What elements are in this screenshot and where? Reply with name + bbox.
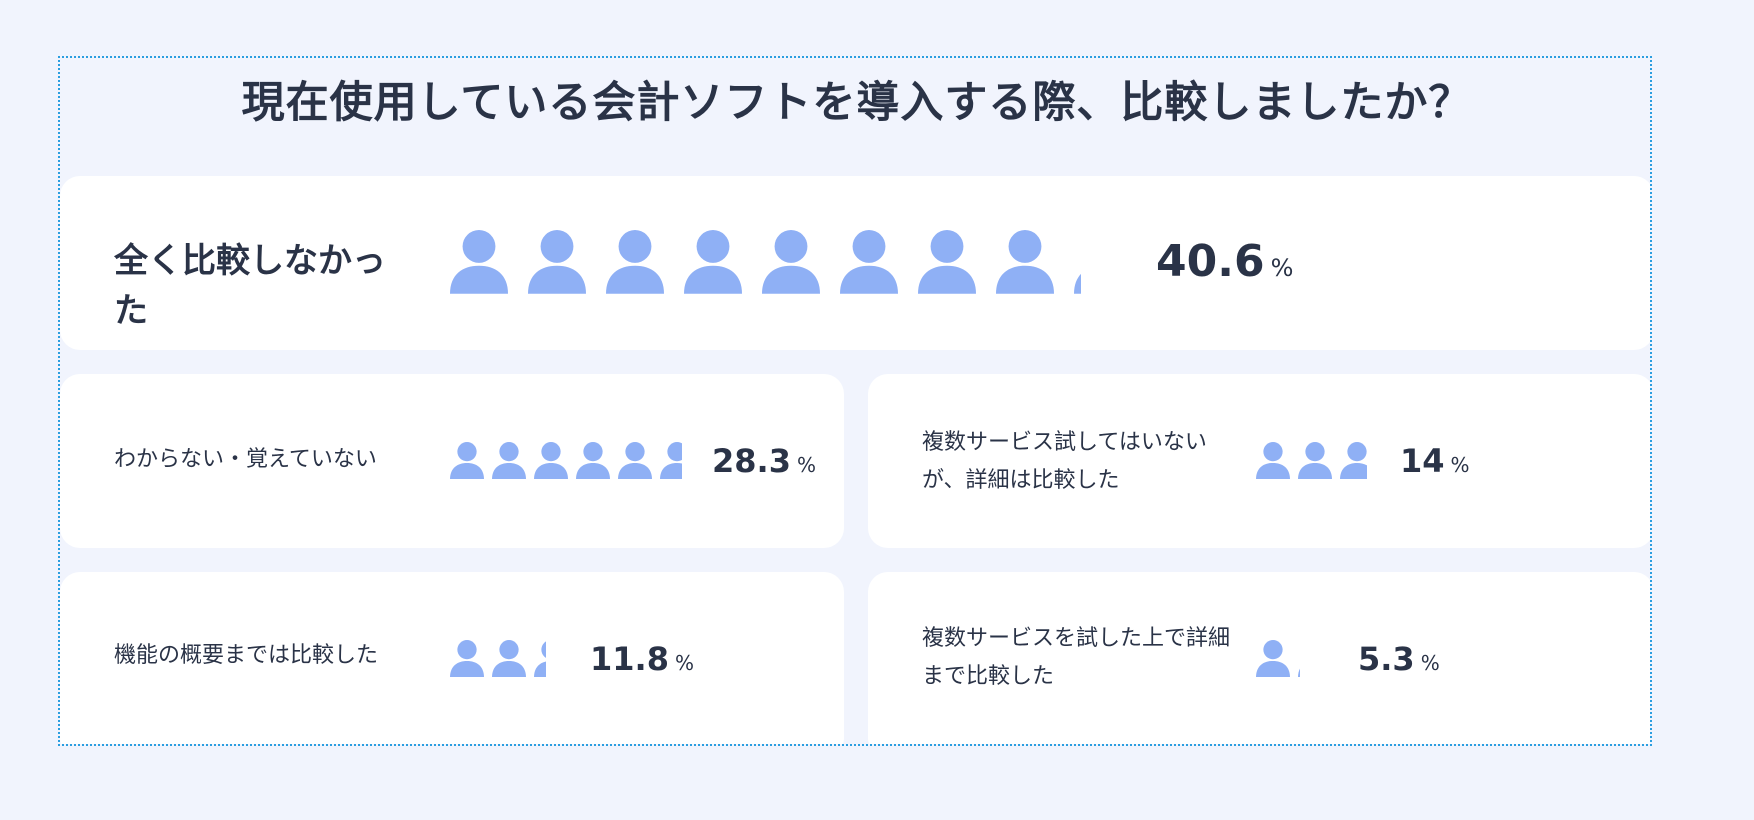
person-icon-head	[499, 442, 519, 462]
pictograph-row-2	[1256, 442, 1368, 480]
person-icon-body	[996, 265, 1054, 294]
person-icon-head	[930, 230, 964, 263]
person-icon	[1298, 442, 1332, 480]
person-icon-head	[1263, 442, 1283, 462]
value-number-4: 5.3	[1358, 640, 1415, 678]
person-icon-body	[450, 660, 484, 678]
person-icon	[996, 230, 1054, 294]
value-unit-3: %	[674, 651, 694, 675]
person-icon	[492, 640, 526, 678]
value-unit-1: %	[796, 453, 816, 477]
person-icon-body	[606, 265, 664, 294]
person-icon-body	[1256, 660, 1290, 678]
person-icon	[1256, 442, 1290, 480]
chart-title: 現在使用している会計ソフトを導入する際、比較しましたか？	[241, 78, 1473, 128]
person-icon	[1340, 442, 1368, 480]
pictograph-row-1	[450, 442, 683, 480]
person-icon-body	[450, 265, 508, 294]
person-icon	[684, 230, 742, 294]
value-label-0: 40.6%	[1156, 236, 1293, 287]
person-icon-body	[840, 265, 898, 294]
value-label-1: 28.3%	[712, 442, 816, 480]
value-unit-4: %	[1420, 651, 1440, 675]
value-unit-2: %	[1450, 453, 1470, 477]
pictograph-row-0	[450, 230, 1081, 294]
person-icon-body	[450, 462, 484, 480]
value-number-3: 11.8	[590, 640, 669, 678]
person-icon-head	[541, 442, 561, 462]
person-icon-body	[576, 462, 610, 480]
person-icon-head	[540, 230, 574, 263]
person-icon-body	[660, 462, 683, 480]
category-label-4: 複数サービスを試した上で詳細まで比較した	[922, 626, 1231, 689]
category-label-2: 複数サービス試してはいないが、詳細は比較した	[922, 430, 1207, 493]
person-icon	[1074, 274, 1081, 294]
value-label-3: 11.8%	[590, 640, 694, 678]
person-icon	[1298, 668, 1301, 678]
person-icon	[618, 442, 652, 480]
person-icon	[492, 442, 526, 480]
person-icon-head	[696, 230, 730, 263]
person-icon-head	[667, 442, 683, 462]
person-icon-head	[499, 640, 519, 660]
person-icon-body	[1074, 274, 1081, 294]
result-card-0: 全く比較しなかった 40.6%	[60, 176, 1650, 350]
person-icon-body	[1298, 668, 1301, 678]
person-icon	[762, 230, 820, 294]
person-icon	[450, 442, 484, 480]
person-icon-body	[534, 661, 547, 678]
value-number-1: 28.3	[712, 442, 791, 480]
person-icon-head	[618, 230, 652, 263]
person-icon-body	[492, 660, 526, 678]
result-card-3: 機能の概要までは比較した 11.8%	[60, 572, 844, 744]
category-label-0: 全く比較しなかった	[114, 241, 386, 331]
person-icon-body	[528, 265, 586, 294]
person-icon-body	[1256, 462, 1290, 480]
person-icon-body	[534, 462, 568, 480]
person-icon-head	[1305, 442, 1325, 462]
person-icon-head	[852, 230, 886, 263]
pictograph-row-3	[450, 640, 547, 678]
person-icon-head	[1008, 230, 1042, 263]
person-icon	[840, 230, 898, 294]
person-icon-head	[625, 442, 645, 462]
value-number-2: 14	[1400, 442, 1445, 480]
person-icon	[918, 230, 976, 294]
person-icon-body	[492, 462, 526, 480]
person-icon	[576, 442, 610, 480]
person-icon-head	[1347, 442, 1367, 462]
person-icon	[534, 641, 547, 678]
person-icon-head	[1263, 640, 1283, 660]
value-label-2: 14%	[1400, 442, 1470, 480]
person-icon	[1256, 640, 1290, 678]
person-icon	[534, 442, 568, 480]
pictograph-row-4	[1256, 640, 1301, 678]
person-icon-body	[762, 265, 820, 294]
person-icon	[450, 640, 484, 678]
person-icon-head	[457, 442, 477, 462]
category-label-1: わからない・覚えていない	[114, 447, 377, 472]
person-icon-head	[774, 230, 808, 263]
person-icon-head	[457, 640, 477, 660]
person-icon-head	[541, 641, 547, 658]
result-card-2: 複数サービス試してはいないが、詳細は比較した 14%	[868, 374, 1650, 548]
person-icon	[606, 230, 664, 294]
person-icon	[450, 230, 508, 294]
person-icon-body	[684, 265, 742, 294]
person-icon-head	[583, 442, 603, 462]
chart-frame: 現在使用している会計ソフトを導入する際、比較しましたか？ 全く比較しなかった 4…	[58, 56, 1652, 746]
result-card-1: わからない・覚えていない 28.3%	[60, 374, 844, 548]
person-icon-body	[1340, 462, 1368, 480]
result-card-4: 複数サービスを試した上で詳細まで比較した 5.3%	[868, 572, 1650, 744]
person-icon-body	[1298, 462, 1332, 480]
value-unit-0: %	[1270, 254, 1294, 282]
person-icon-body	[918, 265, 976, 294]
person-icon-head	[462, 230, 496, 263]
value-number-0: 40.6	[1156, 236, 1265, 287]
person-icon-body	[618, 462, 652, 480]
category-label-3: 機能の概要までは比較した	[114, 643, 379, 668]
value-label-4: 5.3%	[1358, 640, 1440, 678]
person-icon	[528, 230, 586, 294]
person-icon	[660, 442, 683, 480]
